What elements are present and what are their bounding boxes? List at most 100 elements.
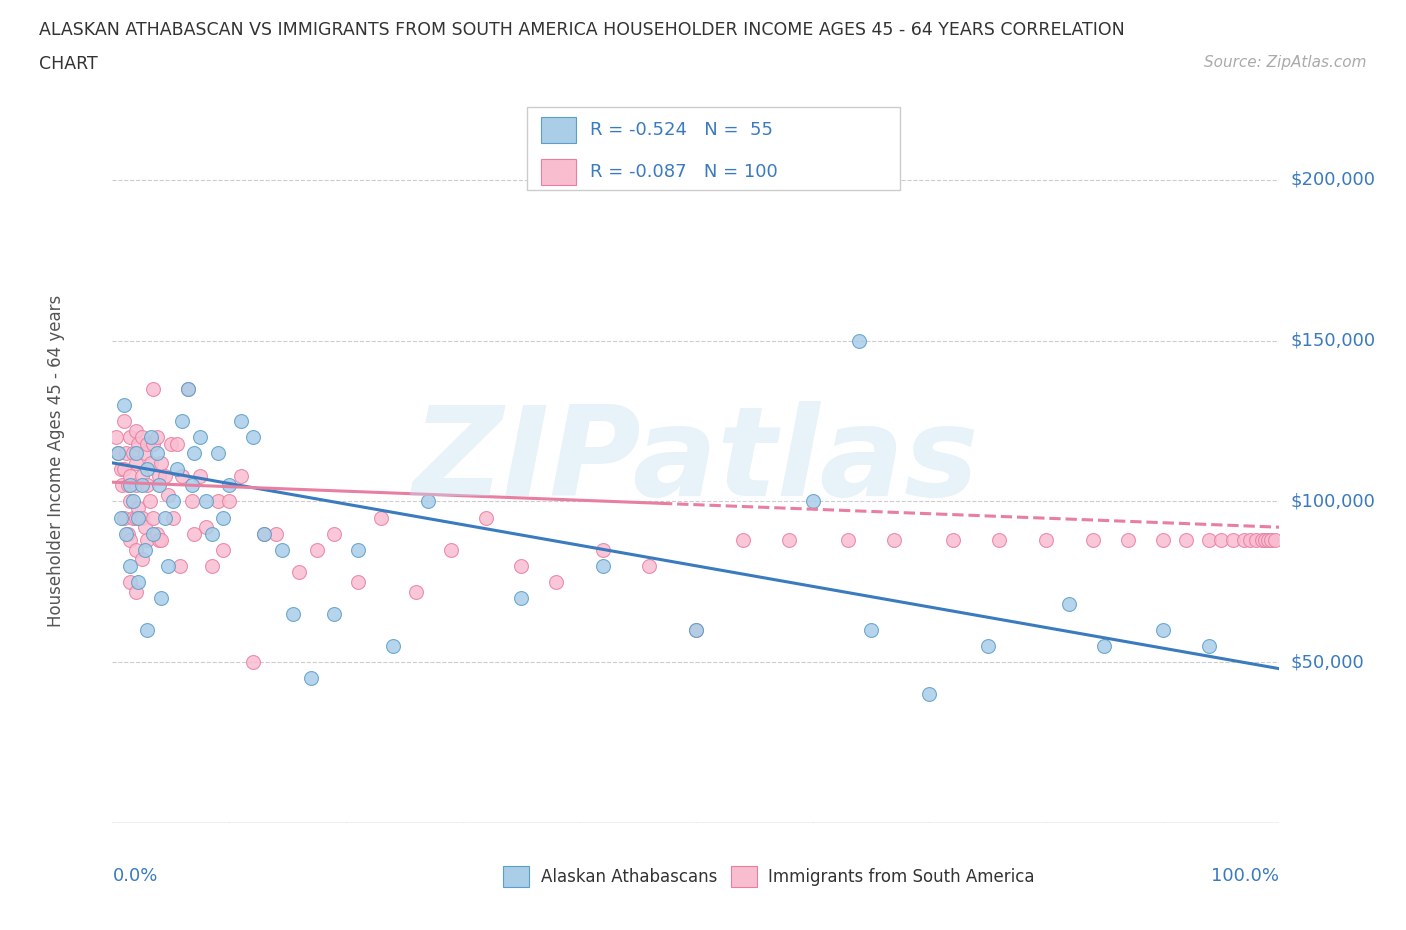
Point xyxy=(118,494,141,509)
Point xyxy=(166,462,188,477)
Point xyxy=(1251,533,1274,548)
Point xyxy=(346,575,368,590)
Bar xyxy=(731,867,756,886)
Point xyxy=(136,478,159,493)
Point xyxy=(148,533,170,548)
Point xyxy=(169,558,191,573)
Text: 100.0%: 100.0% xyxy=(1212,868,1279,885)
Point xyxy=(110,462,132,477)
Point xyxy=(131,469,153,484)
Point xyxy=(142,511,165,525)
Point xyxy=(177,381,200,396)
Point xyxy=(212,511,235,525)
Point xyxy=(1260,533,1282,548)
Point xyxy=(416,494,439,509)
Point xyxy=(131,511,153,525)
Point xyxy=(112,462,135,477)
Point xyxy=(125,584,148,599)
Text: ALASKAN ATHABASCAN VS IMMIGRANTS FROM SOUTH AMERICA HOUSEHOLDER INCOME AGES 45 -: ALASKAN ATHABASCAN VS IMMIGRANTS FROM SO… xyxy=(39,21,1125,39)
Point xyxy=(1254,533,1277,548)
Point xyxy=(162,511,184,525)
Point xyxy=(139,456,162,471)
Point xyxy=(1116,533,1139,548)
Point xyxy=(638,558,661,573)
Point xyxy=(1059,597,1081,612)
Point xyxy=(125,445,148,460)
Point xyxy=(848,333,870,348)
Point xyxy=(118,558,141,573)
Point xyxy=(148,478,170,493)
Point xyxy=(270,542,292,557)
Point xyxy=(125,456,148,471)
Text: CHART: CHART xyxy=(39,55,98,73)
Point xyxy=(253,526,276,541)
Point xyxy=(509,558,531,573)
Point xyxy=(146,526,169,541)
Point xyxy=(201,526,224,541)
Point xyxy=(1264,533,1286,548)
Point xyxy=(592,558,614,573)
Point xyxy=(136,462,159,477)
Point xyxy=(157,558,180,573)
Point xyxy=(131,430,153,445)
Point xyxy=(104,430,127,445)
Point xyxy=(112,397,135,412)
Point xyxy=(188,469,211,484)
Point xyxy=(107,445,129,460)
Point xyxy=(288,565,311,579)
Point xyxy=(118,533,141,548)
Point xyxy=(146,445,169,460)
Point xyxy=(180,494,202,509)
Point xyxy=(172,414,194,429)
Point xyxy=(112,511,135,525)
Point xyxy=(405,584,427,599)
Point xyxy=(142,526,165,541)
Text: R = -0.087   N = 100: R = -0.087 N = 100 xyxy=(589,163,778,180)
Point xyxy=(183,445,205,460)
Point xyxy=(381,639,404,654)
Point xyxy=(131,551,153,566)
Point xyxy=(242,430,264,445)
Point xyxy=(685,623,707,638)
Point xyxy=(125,423,148,438)
Text: 0.0%: 0.0% xyxy=(112,868,157,885)
Point xyxy=(131,478,153,493)
Point xyxy=(229,469,252,484)
Point xyxy=(942,533,965,548)
Point xyxy=(1094,639,1116,654)
Point xyxy=(177,381,200,396)
Point xyxy=(194,494,217,509)
Point xyxy=(283,606,305,621)
Point xyxy=(1244,533,1267,548)
Point xyxy=(118,469,141,484)
Point xyxy=(299,671,322,685)
Text: $200,000: $200,000 xyxy=(1291,171,1375,189)
Point xyxy=(346,542,368,557)
Point xyxy=(731,533,754,548)
Point xyxy=(136,436,159,451)
FancyBboxPatch shape xyxy=(527,107,900,190)
Point xyxy=(1198,533,1220,548)
Text: Householder Income Ages 45 - 64 years: Householder Income Ages 45 - 64 years xyxy=(48,295,66,628)
Point xyxy=(122,445,145,460)
Point xyxy=(440,542,463,557)
Point xyxy=(153,469,176,484)
Point xyxy=(1035,533,1057,548)
Point xyxy=(188,430,211,445)
Point xyxy=(988,533,1011,548)
Point xyxy=(218,494,240,509)
Point xyxy=(125,542,148,557)
Point xyxy=(111,478,134,493)
Point xyxy=(180,478,202,493)
Point xyxy=(1209,533,1232,548)
Point xyxy=(1152,623,1174,638)
Point xyxy=(153,511,176,525)
Point xyxy=(242,655,264,670)
Point xyxy=(1152,533,1174,548)
Point xyxy=(1222,533,1244,548)
Bar xyxy=(541,117,576,143)
Point xyxy=(118,575,141,590)
Point xyxy=(110,511,132,525)
Point xyxy=(139,494,162,509)
Point xyxy=(118,430,141,445)
